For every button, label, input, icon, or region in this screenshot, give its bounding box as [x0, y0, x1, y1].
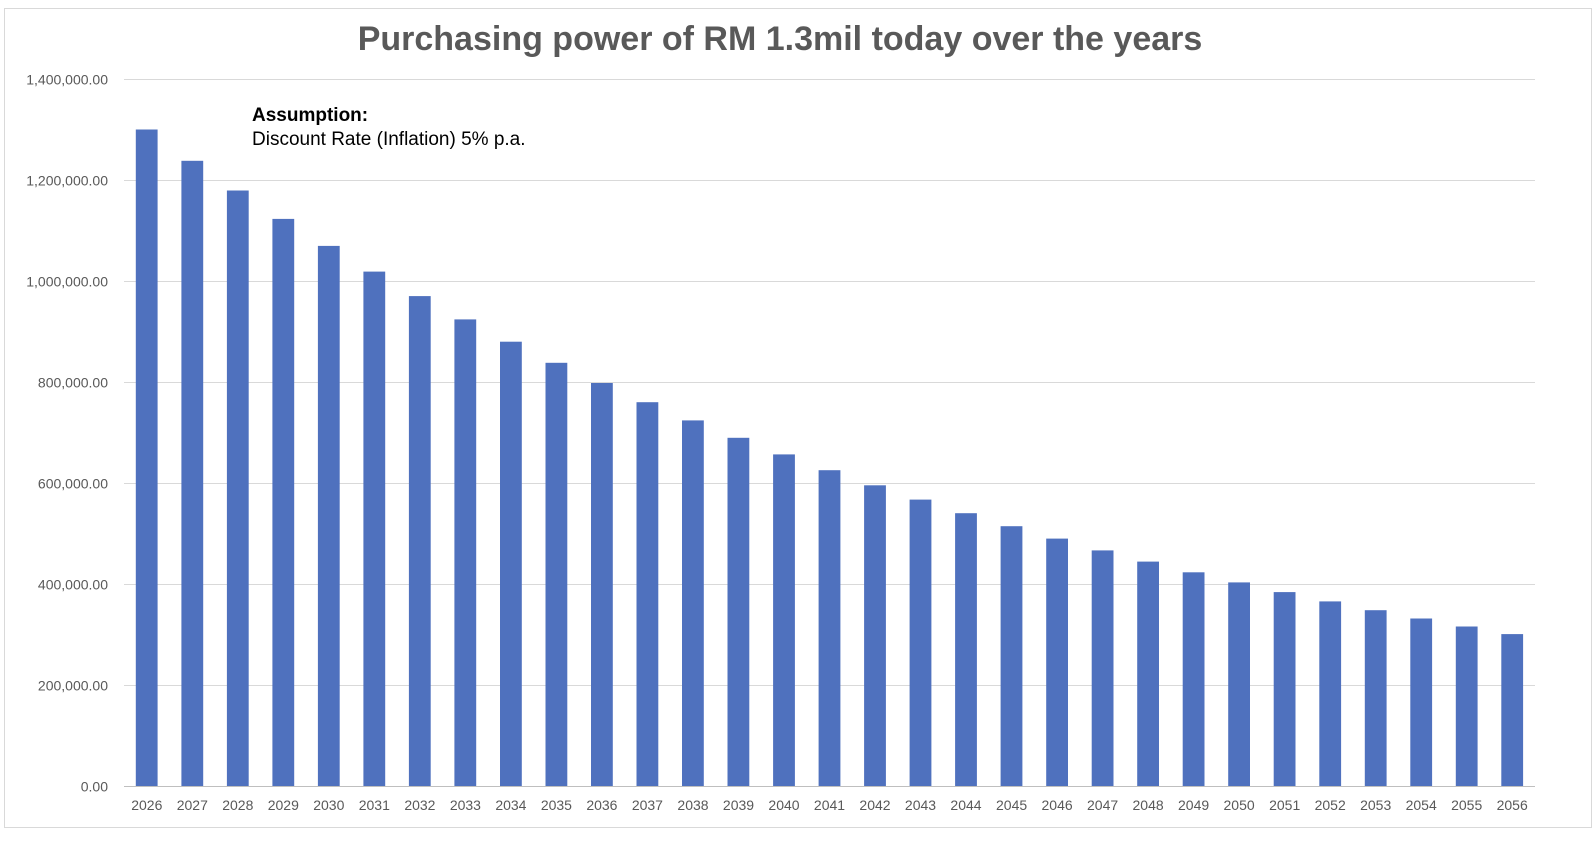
bars [135, 129, 1524, 787]
bar-2041 [818, 470, 841, 786]
x-tick-label: 2054 [1406, 797, 1437, 813]
x-tick-label: 2035 [541, 797, 572, 813]
x-tick-label: 2047 [1087, 797, 1118, 813]
x-tick-label: 2030 [313, 797, 344, 813]
x-tick-label: 2032 [404, 797, 435, 813]
bar-2055 [1455, 626, 1478, 786]
bar-2044 [955, 513, 977, 786]
x-axis-labels: 2026 2027 2028 2029 2030 2031 2032 2033 2034 2035… [131, 797, 1528, 813]
y-tick-label: 200,000.00 [38, 678, 108, 694]
bar-2045 [1000, 526, 1023, 786]
x-tick-label: 2046 [1042, 797, 1073, 813]
x-tick-label: 2028 [222, 797, 253, 813]
bar-2027 [181, 160, 204, 787]
bar-2028 [226, 190, 249, 786]
bar-2039 [727, 437, 750, 786]
x-tick-label: 2043 [905, 797, 936, 813]
x-tick-label: 2048 [1133, 797, 1164, 813]
bar-2043 [909, 499, 932, 786]
x-tick-label: 2049 [1178, 797, 1209, 813]
x-tick-label: 2027 [177, 797, 208, 813]
y-tick-label: 600,000.00 [38, 476, 108, 492]
bar-2035 [545, 362, 568, 786]
assumption-note: Assumption: Discount Rate (Inflation) 5%… [252, 104, 526, 152]
x-tick-label: 2033 [450, 797, 481, 813]
bar-2030 [317, 245, 340, 786]
y-tick-label: 1,000,000.00 [26, 274, 108, 290]
bar-2026 [135, 129, 158, 786]
x-tick-label: 2050 [1224, 797, 1255, 813]
bar-2048 [1137, 561, 1159, 786]
bar-2056 [1501, 634, 1524, 786]
bar-2034 [500, 341, 522, 786]
y-tick-label: 1,200,000.00 [26, 173, 108, 189]
bar-2032 [408, 296, 431, 786]
bar-2040 [773, 454, 795, 786]
x-tick-label: 2052 [1315, 797, 1346, 813]
bar-2038 [682, 420, 704, 786]
x-tick-label: 2039 [723, 797, 754, 813]
assumption-text: Discount Rate (Inflation) 5% p.a. [252, 129, 526, 150]
bar-2037 [636, 402, 659, 786]
bar-2050 [1228, 582, 1250, 786]
x-tick-label: 2040 [768, 797, 799, 813]
x-tick-label: 2055 [1451, 797, 1482, 813]
x-tick-label: 2029 [268, 797, 299, 813]
x-tick-label: 2026 [131, 797, 162, 813]
bar-2052 [1319, 601, 1342, 786]
bar-2031 [363, 271, 386, 787]
bar-2036 [591, 383, 613, 786]
assumption-heading: Assumption: [252, 105, 369, 126]
x-tick-label: 2044 [950, 797, 981, 813]
chart-title: Purchasing power of RM 1.3mil today over… [357, 20, 1203, 58]
x-tick-label: 2056 [1497, 797, 1528, 813]
y-tick-label: 400,000.00 [38, 577, 108, 593]
x-tick-label: 2053 [1360, 797, 1391, 813]
y-tick-label: 1,400,000.00 [26, 72, 108, 88]
x-tick-label: 2045 [996, 797, 1027, 813]
y-axis-labels: 0.00 200,000.00 400,000.00 600,000.00 800,00… [26, 72, 108, 795]
bar-2046 [1046, 538, 1068, 786]
bar-2051 [1273, 592, 1296, 786]
y-tick-label: 0.00 [81, 779, 108, 795]
bar-2047 [1091, 550, 1114, 786]
y-tick-label: 800,000.00 [38, 375, 108, 391]
x-tick-label: 2051 [1269, 797, 1300, 813]
x-tick-label: 2041 [814, 797, 845, 813]
bar-2033 [454, 319, 477, 786]
bar-2029 [272, 218, 295, 786]
x-tick-label: 2031 [359, 797, 390, 813]
bar-2053 [1364, 610, 1387, 786]
x-tick-label: 2038 [677, 797, 708, 813]
x-tick-label: 2036 [586, 797, 617, 813]
bar-2042 [864, 485, 886, 786]
x-tick-label: 2037 [632, 797, 663, 813]
x-tick-label: 2042 [859, 797, 890, 813]
bar-2054 [1410, 618, 1433, 786]
x-tick-label: 2034 [495, 797, 526, 813]
bar-2049 [1182, 572, 1205, 786]
